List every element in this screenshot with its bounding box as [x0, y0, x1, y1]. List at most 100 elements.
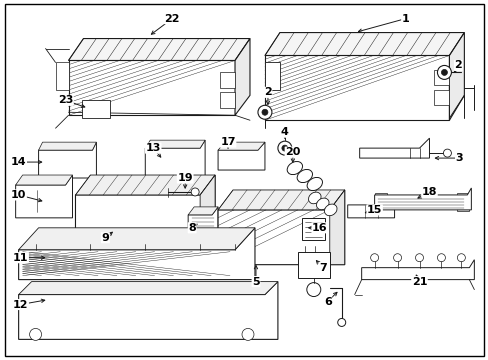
- Bar: [175, 155, 195, 170]
- Polygon shape: [75, 175, 215, 245]
- Polygon shape: [19, 228, 254, 280]
- Text: 20: 20: [285, 147, 300, 157]
- Polygon shape: [19, 282, 277, 339]
- Ellipse shape: [437, 254, 445, 262]
- Ellipse shape: [441, 69, 447, 75]
- Bar: [76, 165, 88, 175]
- Ellipse shape: [281, 145, 287, 151]
- Ellipse shape: [415, 254, 423, 262]
- Bar: [374, 193, 386, 211]
- Text: 2: 2: [453, 60, 461, 71]
- Bar: [29, 329, 252, 332]
- Text: 11: 11: [13, 253, 28, 263]
- Polygon shape: [235, 39, 249, 115]
- Bar: [44, 155, 57, 167]
- Ellipse shape: [297, 170, 312, 183]
- Ellipse shape: [286, 162, 302, 175]
- Bar: [61, 165, 72, 175]
- Ellipse shape: [324, 204, 336, 216]
- Polygon shape: [218, 142, 264, 170]
- Bar: [29, 315, 252, 318]
- Bar: [85, 103, 94, 115]
- Text: 14: 14: [11, 157, 26, 167]
- Polygon shape: [329, 190, 344, 265]
- Polygon shape: [264, 62, 279, 90]
- Text: 17: 17: [220, 137, 235, 147]
- Polygon shape: [19, 228, 254, 250]
- Polygon shape: [145, 140, 204, 198]
- Text: 23: 23: [58, 95, 73, 105]
- Polygon shape: [220, 92, 235, 108]
- Text: 22: 22: [164, 14, 180, 24]
- Polygon shape: [433, 71, 448, 85]
- Bar: [247, 162, 258, 169]
- Polygon shape: [188, 207, 218, 215]
- Text: 16: 16: [311, 223, 327, 233]
- Ellipse shape: [456, 254, 465, 262]
- Polygon shape: [16, 175, 72, 185]
- Ellipse shape: [191, 188, 199, 196]
- Bar: [97, 103, 106, 115]
- Bar: [235, 162, 244, 169]
- Polygon shape: [56, 62, 68, 90]
- Ellipse shape: [277, 141, 291, 155]
- Polygon shape: [200, 175, 215, 245]
- Ellipse shape: [370, 254, 378, 262]
- Bar: [20, 190, 62, 212]
- Ellipse shape: [437, 66, 450, 80]
- Polygon shape: [218, 142, 264, 150]
- Polygon shape: [220, 72, 235, 88]
- Bar: [150, 173, 170, 188]
- Polygon shape: [82, 100, 110, 118]
- Text: 21: 21: [411, 276, 427, 287]
- Ellipse shape: [306, 283, 320, 297]
- Ellipse shape: [30, 328, 41, 340]
- Ellipse shape: [258, 105, 271, 119]
- Text: 4: 4: [281, 127, 288, 137]
- Polygon shape: [374, 188, 470, 210]
- Bar: [456, 193, 468, 211]
- Text: 5: 5: [252, 276, 259, 287]
- Text: 13: 13: [145, 143, 161, 153]
- Bar: [222, 162, 232, 169]
- Ellipse shape: [306, 177, 322, 190]
- Bar: [61, 155, 72, 167]
- Polygon shape: [188, 207, 218, 232]
- Polygon shape: [39, 142, 96, 178]
- Text: 15: 15: [366, 205, 382, 215]
- Bar: [29, 334, 252, 337]
- Polygon shape: [68, 60, 235, 115]
- Ellipse shape: [393, 254, 401, 262]
- Bar: [235, 153, 244, 160]
- Polygon shape: [448, 32, 464, 120]
- Text: 8: 8: [188, 223, 196, 233]
- Bar: [273, 218, 315, 248]
- Polygon shape: [264, 55, 448, 120]
- Ellipse shape: [308, 192, 321, 204]
- Bar: [222, 153, 232, 160]
- Polygon shape: [301, 218, 324, 240]
- Polygon shape: [361, 260, 473, 280]
- Bar: [44, 165, 57, 175]
- Polygon shape: [39, 142, 96, 150]
- Text: 7: 7: [318, 263, 326, 273]
- Ellipse shape: [262, 109, 267, 115]
- Bar: [29, 310, 252, 312]
- Polygon shape: [297, 252, 329, 278]
- Ellipse shape: [337, 319, 345, 327]
- Bar: [29, 305, 252, 307]
- Polygon shape: [347, 198, 394, 218]
- Bar: [76, 155, 88, 167]
- Text: 10: 10: [11, 190, 26, 200]
- Polygon shape: [75, 175, 215, 195]
- Polygon shape: [19, 282, 277, 294]
- Text: 18: 18: [421, 187, 436, 197]
- Text: 19: 19: [177, 173, 193, 183]
- Text: 3: 3: [455, 153, 462, 163]
- Ellipse shape: [443, 149, 450, 157]
- Polygon shape: [359, 138, 428, 158]
- Bar: [140, 202, 185, 232]
- Bar: [29, 319, 252, 323]
- Bar: [175, 173, 195, 188]
- Text: 9: 9: [101, 233, 109, 243]
